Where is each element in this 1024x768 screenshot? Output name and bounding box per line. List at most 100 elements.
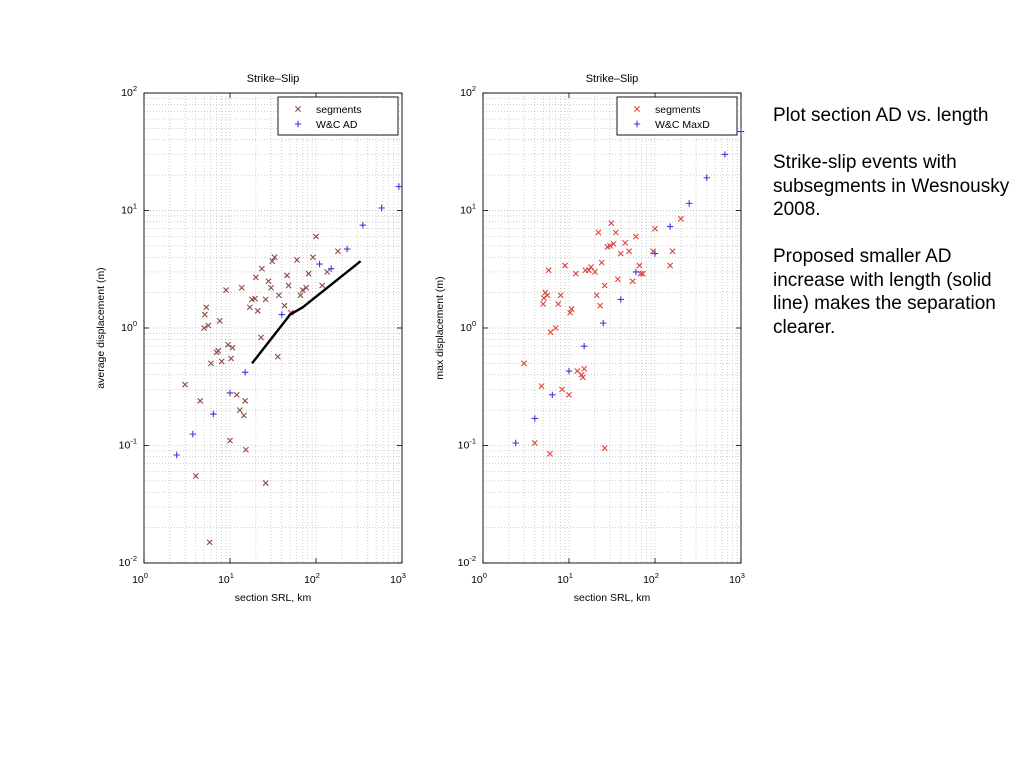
data-point xyxy=(632,268,640,276)
data-point xyxy=(238,284,245,291)
y-tick-label: 101 xyxy=(460,202,476,217)
data-point xyxy=(566,391,572,398)
data-point xyxy=(610,240,617,247)
data-point xyxy=(378,204,385,212)
note-paragraph-1: Plot section AD vs. length xyxy=(773,105,989,126)
series-segments xyxy=(182,233,341,546)
data-point xyxy=(223,287,230,294)
side-notes: Plot section AD vs. length Strike-slip e… xyxy=(773,104,1013,363)
data-point xyxy=(612,229,619,236)
data-point xyxy=(545,267,552,274)
legend-label: W&C MaxD xyxy=(655,119,710,131)
data-point xyxy=(262,479,269,486)
data-point xyxy=(601,445,608,452)
data-point xyxy=(636,262,643,269)
data-point xyxy=(206,539,213,546)
data-point xyxy=(607,242,614,249)
data-point xyxy=(580,343,588,350)
y-axis-label: max displacement (m) xyxy=(434,276,446,379)
y-axis-label: average displacement (m) xyxy=(95,267,107,388)
data-point xyxy=(274,353,281,360)
data-point xyxy=(284,272,290,279)
data-point xyxy=(269,258,276,265)
chart-title: Strike–Slip xyxy=(247,73,300,85)
data-point xyxy=(632,233,639,240)
data-point xyxy=(226,389,234,397)
series-wc xyxy=(512,128,745,447)
data-point xyxy=(240,412,247,419)
data-point xyxy=(591,268,598,275)
data-point xyxy=(236,407,243,414)
data-point xyxy=(205,322,212,329)
data-point xyxy=(228,355,235,362)
data-point xyxy=(201,325,208,331)
legend-label: segments xyxy=(316,104,362,116)
note-paragraph-3: Proposed smaller AD increase with length… xyxy=(773,246,996,338)
data-point xyxy=(669,248,676,255)
data-point xyxy=(601,282,608,289)
y-tick-label: 102 xyxy=(460,84,476,99)
x-tick-label: 102 xyxy=(643,571,659,586)
chart-1: 100 101 102 103 10-2 10-1 100 101 102 Strike–Slip… xyxy=(95,73,406,604)
y-tick-label: 10-1 xyxy=(458,437,476,452)
data-point xyxy=(703,174,710,181)
series-segments xyxy=(521,215,684,457)
grid-lines xyxy=(483,93,741,563)
data-point xyxy=(598,259,605,266)
data-point xyxy=(299,287,306,294)
data-point xyxy=(207,360,214,367)
legend-marker xyxy=(294,120,302,128)
data-point xyxy=(614,276,621,283)
grid-lines xyxy=(144,93,402,563)
data-point xyxy=(192,473,199,479)
data-point xyxy=(626,248,633,255)
legend-box xyxy=(277,96,399,136)
data-point xyxy=(721,151,729,158)
x-tick-label: 100 xyxy=(471,571,487,586)
data-point xyxy=(531,440,538,446)
data-point xyxy=(512,439,519,447)
data-point xyxy=(585,267,592,274)
chart-2: 100 101 102 103 10-2 10-1 100 101 102 Strike–Slip… xyxy=(434,73,745,604)
x-tick-label: 101 xyxy=(557,571,573,586)
data-point xyxy=(278,311,285,318)
data-point xyxy=(225,341,232,348)
data-point xyxy=(629,278,636,285)
data-point xyxy=(218,358,225,365)
data-point xyxy=(229,344,236,351)
x-axis-label: section SRL, km xyxy=(235,592,312,604)
y-tick-label: 101 xyxy=(121,202,137,217)
y-tick-label: 10-1 xyxy=(119,437,137,452)
data-point xyxy=(303,284,310,291)
data-point xyxy=(651,250,659,257)
data-point xyxy=(251,295,258,302)
data-point xyxy=(597,302,604,309)
data-point xyxy=(652,225,658,232)
data-point xyxy=(581,365,588,372)
data-point xyxy=(579,374,586,381)
data-point xyxy=(639,270,646,277)
data-point xyxy=(316,260,323,268)
data-point xyxy=(521,360,528,367)
data-point xyxy=(197,397,204,404)
data-point xyxy=(309,254,316,261)
data-point xyxy=(293,256,300,263)
data-point xyxy=(281,302,288,309)
data-point xyxy=(319,282,326,289)
data-point xyxy=(555,301,562,308)
data-point xyxy=(305,270,312,277)
data-point xyxy=(252,274,259,281)
data-point xyxy=(203,304,210,311)
data-point xyxy=(227,437,233,444)
data-point xyxy=(271,254,278,261)
data-point xyxy=(593,292,600,299)
tick-marks xyxy=(143,92,403,564)
y-tick-label: 10-2 xyxy=(119,554,137,569)
data-point xyxy=(297,292,304,299)
data-point xyxy=(275,292,282,299)
data-point xyxy=(313,233,319,240)
data-point xyxy=(268,284,275,291)
data-point xyxy=(572,270,579,277)
data-point xyxy=(666,223,674,230)
data-point xyxy=(595,229,602,236)
